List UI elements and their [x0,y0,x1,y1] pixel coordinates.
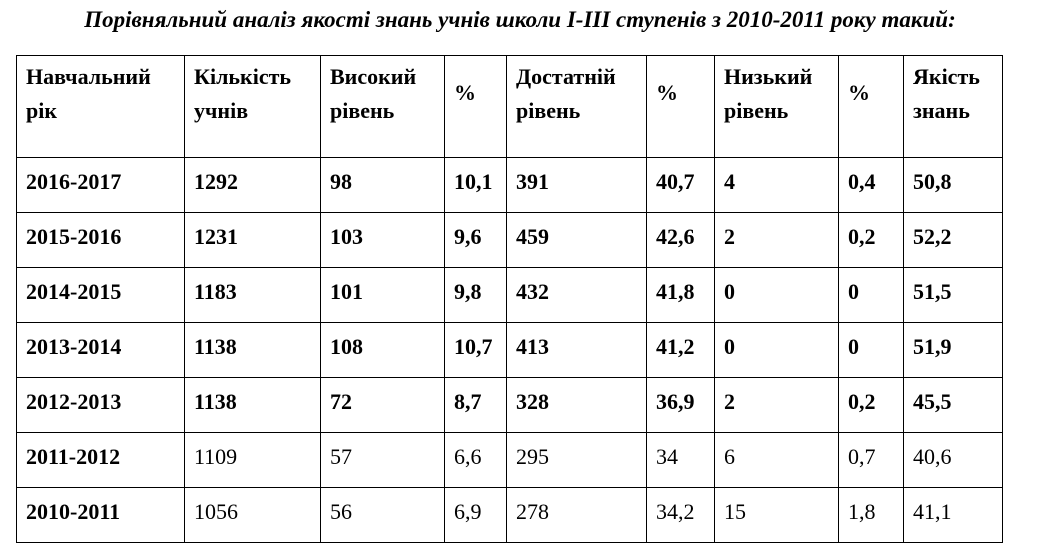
cell-low-level: 2 [714,377,839,433]
knowledge-quality-table: Навчальний рік Кількість учнів Високий ріве… [16,55,1003,543]
cell-low-percent: 0 [838,267,904,323]
cell-sufficient-percent: 34 [646,432,715,488]
table-row: 2015-2016 1231 103 9,6 459 42,6 2 0,2 52,2 [16,212,1003,268]
cell-high-level: 101 [320,267,445,323]
cell-low-level: 0 [714,322,839,378]
header-cell-academic-year: Навчальний рік [16,55,185,158]
header-cell-low-level: Низький рівень [714,55,839,158]
table-body: 2016-2017 1292 98 10,1 391 40,7 4 0,4 50,8 2015-2… [16,157,1003,543]
cell-sufficient-percent: 41,2 [646,322,715,378]
cell-year: 2016-2017 [16,157,185,213]
cell-sufficient-percent: 40,7 [646,157,715,213]
cell-sufficient-level: 391 [506,157,647,213]
cell-student-count: 1056 [184,487,321,543]
table-row: 2010-2011 1056 56 6,9 278 34,2 15 1,8 41,1 [16,487,1003,543]
cell-sufficient-percent: 36,9 [646,377,715,433]
cell-high-level: 103 [320,212,445,268]
cell-year: 2010-2011 [16,487,185,543]
cell-knowledge-quality: 50,8 [903,157,1003,213]
cell-year: 2014-2015 [16,267,185,323]
cell-year: 2013-2014 [16,322,185,378]
header-cell-high-percent: % [444,55,507,158]
header-cell-sufficient-level: Достатній рівень [506,55,647,158]
table-row: 2011-2012 1109 57 6,6 295 34 6 0,7 40,6 [16,432,1003,488]
header-cell-student-count: Кількість учнів [184,55,321,158]
header-cell-low-percent: % [838,55,904,158]
table-row: 2014-2015 1183 101 9,8 432 41,8 0 0 51,5 [16,267,1003,323]
cell-high-percent: 10,1 [444,157,507,213]
cell-sufficient-percent: 41,8 [646,267,715,323]
cell-sufficient-level: 278 [506,487,647,543]
cell-low-level: 2 [714,212,839,268]
cell-student-count: 1292 [184,157,321,213]
table-row: 2013-2014 1138 108 10,7 413 41,2 0 0 51,9 [16,322,1003,378]
cell-low-level: 4 [714,157,839,213]
header-cell-high-level: Високий рівень [320,55,445,158]
cell-high-level: 98 [320,157,445,213]
cell-student-count: 1183 [184,267,321,323]
cell-sufficient-percent: 34,2 [646,487,715,543]
header-cell-knowledge-quality: Якість знань [903,55,1003,158]
cell-knowledge-quality: 41,1 [903,487,1003,543]
cell-knowledge-quality: 51,9 [903,322,1003,378]
header-cell-sufficient-percent: % [646,55,715,158]
cell-knowledge-quality: 45,5 [903,377,1003,433]
cell-year: 2012-2013 [16,377,185,433]
cell-high-percent: 8,7 [444,377,507,433]
cell-low-percent: 0,2 [838,212,904,268]
cell-high-level: 108 [320,322,445,378]
cell-student-count: 1231 [184,212,321,268]
cell-high-level: 57 [320,432,445,488]
cell-high-percent: 10,7 [444,322,507,378]
cell-year: 2015-2016 [16,212,185,268]
cell-high-level: 72 [320,377,445,433]
cell-sufficient-level: 413 [506,322,647,378]
cell-high-level: 56 [320,487,445,543]
cell-sufficient-level: 295 [506,432,647,488]
cell-knowledge-quality: 52,2 [903,212,1003,268]
page-title: Порівняльний аналіз якості знань учнів ш… [84,7,956,32]
cell-sufficient-level: 432 [506,267,647,323]
cell-low-level: 15 [714,487,839,543]
table-row: 2012-2013 1138 72 8,7 328 36,9 2 0,2 45,5 [16,377,1003,433]
cell-low-percent: 0,2 [838,377,904,433]
cell-year: 2011-2012 [16,432,185,488]
cell-knowledge-quality: 40,6 [903,432,1003,488]
cell-low-percent: 1,8 [838,487,904,543]
cell-high-percent: 9,6 [444,212,507,268]
cell-sufficient-level: 459 [506,212,647,268]
cell-high-percent: 6,9 [444,487,507,543]
cell-low-level: 0 [714,267,839,323]
cell-knowledge-quality: 51,5 [903,267,1003,323]
cell-sufficient-percent: 42,6 [646,212,715,268]
header-row: Навчальний рік Кількість учнів Високий ріве… [16,55,1003,158]
table-row: 2016-2017 1292 98 10,1 391 40,7 4 0,4 50,8 [16,157,1003,213]
cell-student-count: 1138 [184,322,321,378]
cell-high-percent: 9,8 [444,267,507,323]
cell-low-level: 6 [714,432,839,488]
cell-student-count: 1138 [184,377,321,433]
cell-sufficient-level: 328 [506,377,647,433]
cell-low-percent: 0,4 [838,157,904,213]
cell-low-percent: 0 [838,322,904,378]
cell-student-count: 1109 [184,432,321,488]
cell-high-percent: 6,6 [444,432,507,488]
cell-low-percent: 0,7 [838,432,904,488]
